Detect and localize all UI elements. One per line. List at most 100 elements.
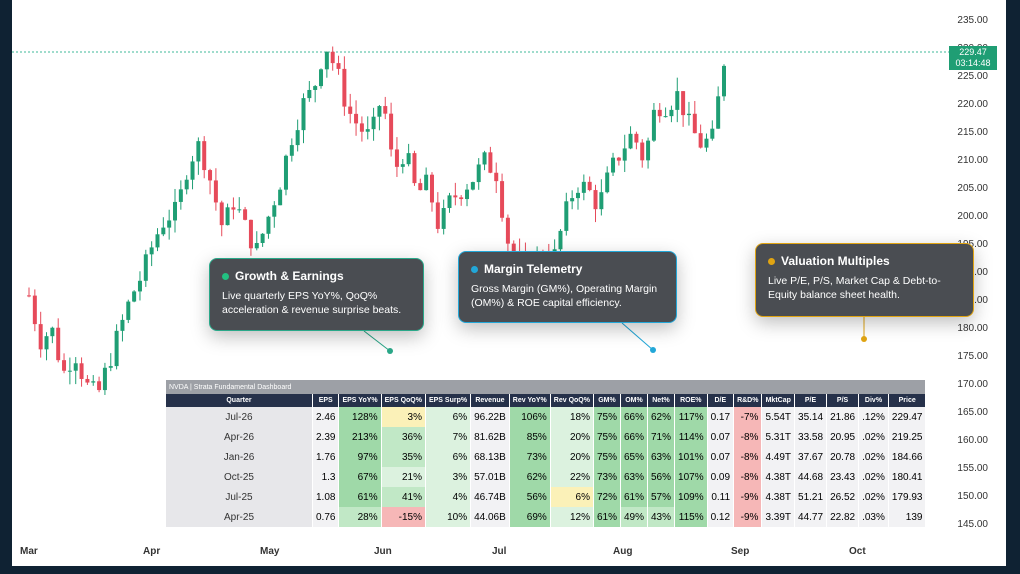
candle-body [657,109,662,117]
candle-body [663,116,668,118]
metric-cell: 0.09 [707,467,735,487]
metric-cell: 4.38T [761,487,796,507]
metric-cell: 35.14 [794,407,828,427]
candle-body [348,106,353,114]
candle-body [482,152,487,165]
price-tick-label: 180.00 [957,323,988,334]
metric-cell: 0.76 [312,507,340,527]
metric-cell: 128% [338,407,382,427]
blue-dot-icon [471,266,478,274]
candle-body [470,182,475,190]
price-tick-label: 195.00 [957,239,988,250]
time-tick-label: Mar [20,546,38,557]
metric-cell: 0.07 [707,447,735,467]
metric-cell: 139 [888,507,927,527]
metric-cell: 65% [620,447,649,467]
bar-countdown: 03:14:48 [955,58,991,68]
dashboard-column-header: Rev YoY% [509,394,551,407]
candle-body [243,209,248,220]
candle-body [79,363,84,379]
metric-cell: 4% [425,487,472,507]
metric-cell: 6% [550,487,594,507]
candle-body [581,181,586,193]
candle-body [219,202,224,226]
chart-frame[interactable]: 235.00230.00225.00220.00215.00210.00205.… [12,0,1006,566]
metric-cell: 0.11 [707,487,735,507]
candle-body [114,330,119,367]
candle-body [143,254,148,281]
candle-body [616,157,621,161]
price-tick-label: 145.00 [957,519,988,530]
quarter-cell: Oct-25 [166,467,313,487]
metric-cell: 69% [509,507,551,527]
price-tick-label: 225.00 [957,71,988,82]
price-tick-label: 215.00 [957,127,988,138]
candle-body [365,129,370,132]
candle-body [505,217,510,244]
metric-cell: 0.17 [707,407,735,427]
candle-body [394,149,399,167]
candle-body [330,51,335,64]
candle-body [27,295,31,297]
quarter-cell: Jul-25 [166,487,313,507]
dashboard-column-header: EPS YoY% [338,394,382,407]
metric-cell: 12% [550,507,594,527]
candle-body [272,205,277,217]
candle-body [295,130,300,146]
metric-cell: 20% [550,447,594,467]
price-tick-label: 150.00 [957,491,988,502]
candle-body [646,140,651,161]
metric-cell: 219.25 [888,427,927,447]
metric-cell: 43% [647,507,676,527]
last-price-value: 229.47 [959,47,987,57]
candle-body [429,174,434,203]
candle-body [307,89,312,99]
candle-body [178,189,183,202]
dashboard-column-header: EPS QoQ% [381,394,426,407]
candle-body [511,243,516,252]
callout-margin-telemetry: Margin Telemetry Gross Margin (GM%), Ope… [458,251,677,323]
metric-cell: 0.12 [707,507,735,527]
metric-cell: 62% [509,467,551,487]
price-tick-label: 200.00 [957,211,988,222]
candle-body [126,301,131,320]
candle-body [435,202,440,229]
metric-cell: 44.77 [794,507,828,527]
dashboard-column-header: P/E [794,394,828,407]
metric-cell: 21% [381,467,426,487]
dashboard-row: Jul-25 1.08 61% 41% 4% 46.74B 56% 6% 72% 61% 57% 10… [166,487,927,507]
dashboard-column-header: D/E [707,394,735,407]
dashboard-column-header: P/S [826,394,860,407]
metric-cell: 35% [381,447,426,467]
candle-body [248,219,253,249]
price-tick-label: 220.00 [957,99,988,110]
dashboard-column-header: R&D% [733,394,763,407]
candle-body [494,172,499,182]
price-tick-label: 175.00 [957,351,988,362]
candle-body [266,216,271,234]
metric-cell: 6% [425,407,472,427]
metric-cell: 66% [620,427,649,447]
candle-body [231,207,236,210]
candle-body [476,164,481,183]
candle-body [155,234,160,248]
candle-body [628,133,633,149]
candle-body [412,153,417,184]
time-tick-label: Jun [374,546,392,557]
dashboard-column-header: EPS Surp% [425,394,472,407]
metric-cell: 85% [509,427,551,447]
candle-body [634,133,639,143]
candle-body [389,113,394,150]
valuation-marker-dot [861,336,867,342]
candle-body [190,161,195,180]
metric-cell: 23.43 [826,467,860,487]
metric-cell: -9% [733,487,763,507]
metric-cell: 56% [647,467,676,487]
metric-cell: 213% [338,427,382,447]
metric-cell: -8% [733,467,763,487]
candle-body [441,208,446,229]
dashboard-column-header: Rev QoQ% [550,394,594,407]
candle-body [237,209,242,211]
metric-cell: 2.46 [312,407,340,427]
metric-cell: 1.08 [312,487,340,507]
